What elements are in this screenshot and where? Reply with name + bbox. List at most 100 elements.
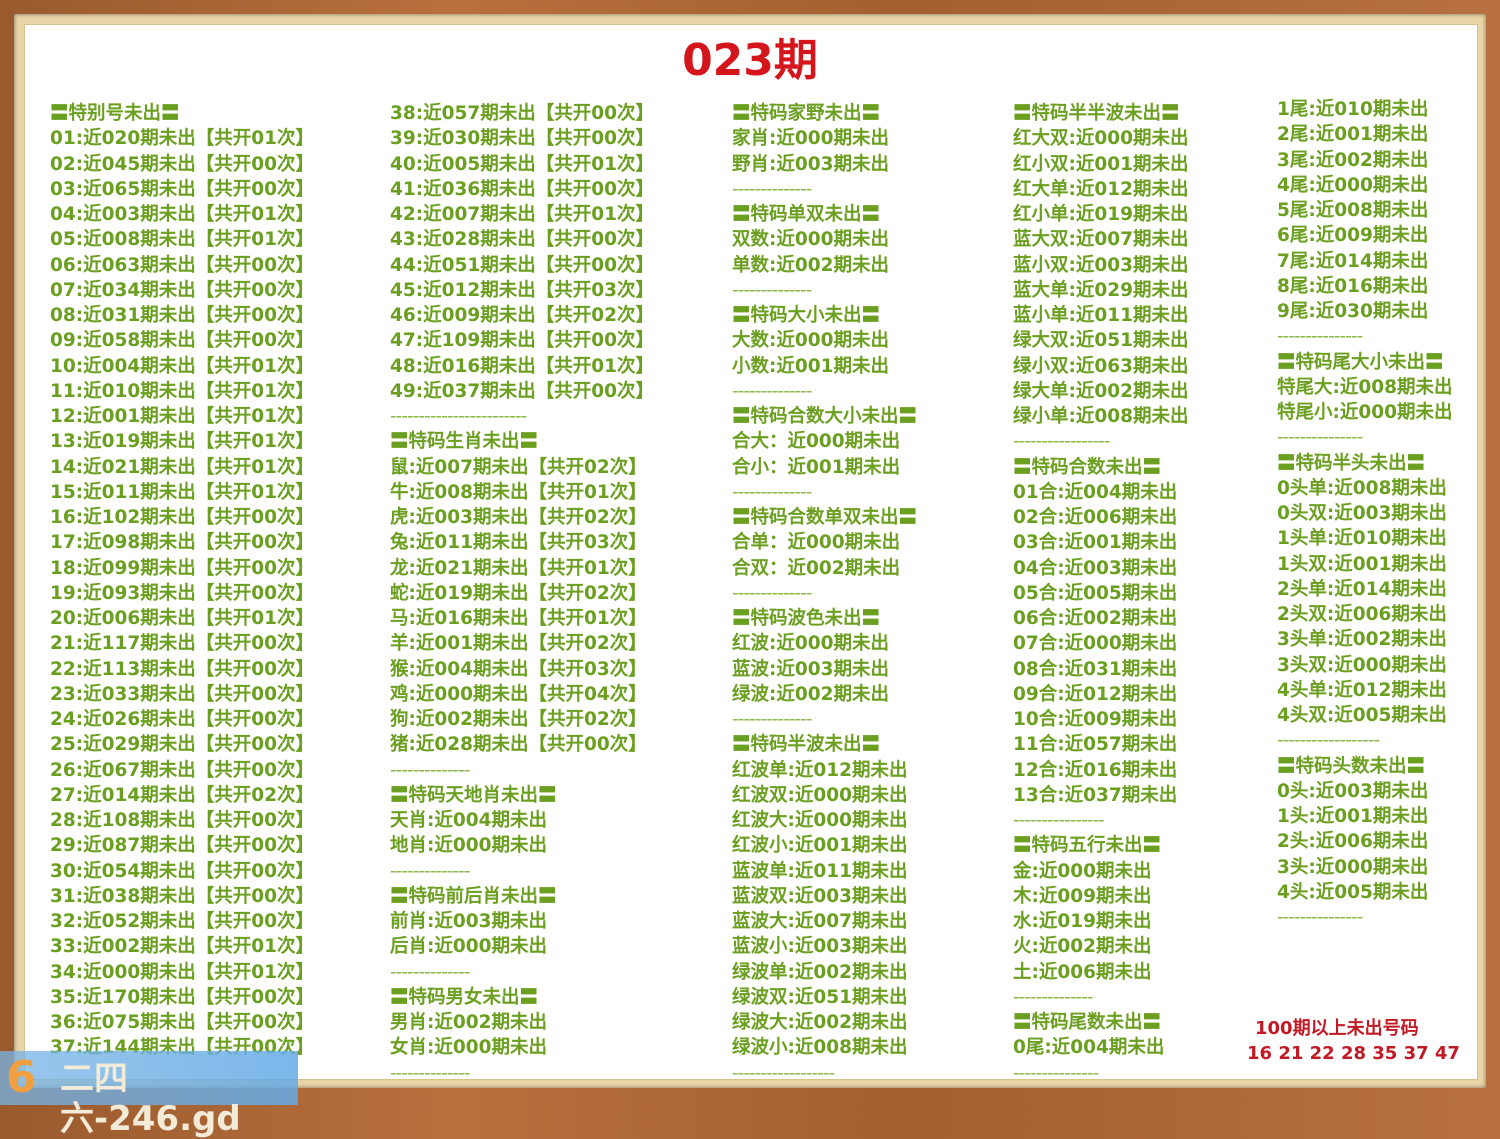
list-item: 22:近113期未出【共开00次】 — [50, 658, 315, 680]
list-item: 13:近019期未出【共开01次】 — [50, 431, 315, 453]
list-item: 大数:近000期未出 — [732, 330, 890, 352]
section-header: 〓特码合数未出〓 — [1013, 456, 1162, 478]
list-item: 小数:近001期未出 — [732, 355, 890, 377]
list-item: 30:近054期未出【共开00次】 — [50, 860, 315, 882]
list-item: 05合:近005期未出 — [1013, 582, 1178, 604]
list-item: 蓝大双:近007期未出 — [1013, 229, 1189, 251]
section-header: 〓特码合数大小未出〓 — [732, 406, 918, 427]
divider: -------------- — [732, 279, 812, 301]
list-item: 羊:近001期未出【共开02次】 — [390, 633, 647, 655]
list-item: 红波双:近000期未出 — [732, 784, 908, 806]
site-logo: 6 二四六-246.gd — [0, 1051, 298, 1139]
divider: --------------- — [1277, 326, 1363, 348]
list-item: 绿波:近002期未出 — [732, 683, 890, 705]
list-item: 龙:近021期未出【共开01次】 — [390, 557, 647, 579]
list-item: 红大单:近012期未出 — [1013, 178, 1189, 200]
list-item: 9尾:近030期未出 — [1277, 301, 1429, 322]
divider: ------------------ — [732, 1062, 835, 1084]
list-item: 家肖:近000期未出 — [732, 128, 890, 150]
divider: -------------- — [732, 380, 812, 402]
list-item: 27:近014期未出【共开02次】 — [50, 784, 315, 806]
section-header: 〓特码天地肖未出〓 — [390, 784, 557, 806]
list-item: 01:近020期未出【共开01次】 — [50, 128, 315, 150]
list-item: 03合:近001期未出 — [1013, 532, 1178, 554]
list-item: 49:近037期未出【共开00次】 — [390, 380, 655, 402]
column-2: 38:近057期未出【共开00次】 39:近030期未出【共开00次】 40:近00… — [390, 101, 654, 1086]
list-item: 04合:近003期未出 — [1013, 557, 1178, 579]
list-item: 16:近102期未出【共开00次】 — [50, 507, 315, 528]
divider: ------------------ — [1277, 730, 1380, 752]
list-item: 06合:近002期未出 — [1013, 608, 1178, 629]
list-item: 21:近117期未出【共开00次】 — [50, 633, 315, 655]
list-item: 10:近004期未出【共开01次】 — [50, 355, 315, 377]
list-item: 合大：近000期未出 — [732, 431, 901, 453]
divider: -------------- — [732, 178, 812, 200]
list-item: 34:近000期未出【共开01次】 — [50, 961, 315, 983]
list-item: 07合:近000期未出 — [1013, 633, 1178, 655]
column-4: 〓特码半半波未出〓 红大双:近000期未出 红小双:近001期未出 红大单:近012期… — [1013, 101, 1189, 1086]
list-item: 39:近030期未出【共开00次】 — [390, 128, 655, 150]
list-item: 绿波小:近008期未出 — [732, 1037, 908, 1059]
logo-text: 二四六-246.gd — [60, 1059, 241, 1139]
list-item: 蓝波双:近003期未出 — [732, 885, 908, 907]
section-header: 〓特码半半波未出〓 — [1013, 103, 1180, 124]
list-item: 蓝波小:近003期未出 — [732, 936, 908, 958]
list-item: 特尾小:近000期未出 — [1277, 402, 1453, 423]
list-item: 狗:近002期未出【共开02次】 — [390, 709, 647, 730]
list-item: 1尾:近010期未出 — [1277, 99, 1429, 120]
list-item: 10合:近009期未出 — [1013, 709, 1178, 730]
list-item: 马:近016期未出【共开01次】 — [390, 608, 647, 629]
list-item: 11合:近057期未出 — [1013, 734, 1178, 756]
list-item: 4尾:近000期未出 — [1277, 174, 1429, 196]
page-title: 023期 — [682, 35, 818, 86]
list-item: 47:近109期未出【共开00次】 — [390, 330, 655, 352]
section-header: 〓特码单双未出〓 — [732, 204, 881, 225]
list-item: 水:近019期未出 — [1013, 911, 1152, 932]
list-item: 26:近067期未出【共开00次】 — [50, 759, 315, 781]
list-item: 合单：近000期未出 — [732, 532, 901, 554]
list-item: 蓝波大:近007期未出 — [732, 911, 908, 932]
list-item: 31:近038期未出【共开00次】 — [50, 885, 315, 907]
list-item: 蛇:近019期未出【共开02次】 — [390, 582, 647, 604]
over-100-note: 100期以上未出号码 16 21 22 28 35 37 47 — [1247, 1016, 1460, 1066]
list-item: 2尾:近001期未出 — [1277, 124, 1429, 146]
divider: --------------- — [1277, 907, 1363, 928]
section-header: 〓特码波色未出〓 — [732, 608, 881, 629]
section-header: 〓特码生肖未出〓 — [390, 431, 539, 453]
list-item: 猪:近028期未出【共开00次】 — [390, 734, 647, 756]
list-item: 4头:近005期未出 — [1277, 881, 1429, 903]
list-item: 01合:近004期未出 — [1013, 481, 1178, 503]
section-header: 〓特码合数单双未出〓 — [732, 507, 918, 528]
divider: ------------------------ — [390, 406, 527, 427]
list-item: 1头单:近010期未出 — [1277, 528, 1447, 550]
list-item: 6尾:近009期未出 — [1277, 225, 1429, 247]
list-item: 蓝小单:近011期未出 — [1013, 305, 1189, 326]
column-5: 1尾:近010期未出 2尾:近001期未出 3尾:近002期未出 4尾:近000期未出… — [1277, 97, 1453, 930]
list-item: 火:近002期未出 — [1013, 936, 1152, 958]
list-item: 19:近093期未出【共开00次】 — [50, 582, 315, 604]
list-item: 蓝小双:近003期未出 — [1013, 254, 1189, 276]
list-item: 46:近009期未出【共开02次】 — [390, 305, 655, 326]
list-item: 1头:近001期未出 — [1277, 806, 1429, 827]
list-item: 09合:近012期未出 — [1013, 683, 1178, 705]
list-item: 20:近006期未出【共开01次】 — [50, 608, 315, 629]
list-item: 11:近010期未出【共开01次】 — [50, 380, 315, 402]
list-item: 绿小双:近063期未出 — [1013, 355, 1189, 377]
list-item: 女肖:近000期未出 — [390, 1037, 548, 1059]
list-item: 3头单:近002期未出 — [1277, 629, 1447, 651]
list-item: 单数:近002期未出 — [732, 254, 890, 276]
list-item: 3头双:近000期未出 — [1277, 654, 1447, 676]
list-item: 红大双:近000期未出 — [1013, 128, 1189, 150]
list-item: 0头:近003期未出 — [1277, 780, 1429, 802]
section-header: 〓特码大小未出〓 — [732, 305, 881, 326]
list-item: 4头单:近012期未出 — [1277, 679, 1447, 701]
list-item: 17:近098期未出【共开00次】 — [50, 532, 315, 554]
list-item: 3头:近000期未出 — [1277, 856, 1429, 878]
divider: --------------- — [1013, 1062, 1099, 1084]
list-item: 合双：近002期未出 — [732, 557, 901, 579]
list-item: 绿小单:近008期未出 — [1013, 406, 1189, 427]
list-item: 08合:近031期未出 — [1013, 658, 1178, 680]
list-item: 36:近075期未出【共开00次】 — [50, 1012, 315, 1033]
list-item: 09:近058期未出【共开00次】 — [50, 330, 315, 352]
list-item: 7尾:近014期未出 — [1277, 250, 1429, 272]
